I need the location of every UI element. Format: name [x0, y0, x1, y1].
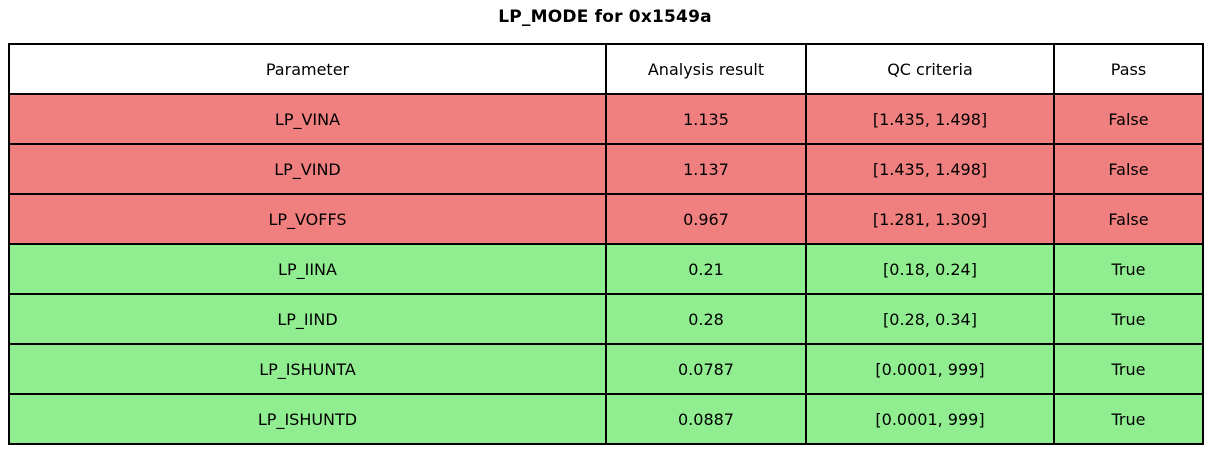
result-cell: 1.135 — [605, 93, 807, 145]
pass-cell: True — [1053, 293, 1204, 345]
page-title: LP_MODE for 0x1549a — [498, 7, 712, 27]
table-header: Parameter Analysis result QC criteria Pa… — [8, 43, 1204, 95]
result-cell: 0.0787 — [605, 343, 807, 395]
result-cell: 0.967 — [605, 193, 807, 245]
pass-cell: True — [1053, 393, 1204, 445]
criteria-cell: [0.0001, 999] — [805, 343, 1055, 395]
param-cell: LP_ISHUNTD — [8, 393, 607, 445]
column-header-parameter: Parameter — [8, 43, 607, 95]
table-row: LP_IIND 0.28 [0.28, 0.34] True — [8, 293, 1204, 345]
param-cell: LP_VOFFS — [8, 193, 607, 245]
result-cell: 1.137 — [605, 143, 807, 195]
table-row: LP_IINA 0.21 [0.18, 0.24] True — [8, 243, 1204, 295]
result-cell: 0.28 — [605, 293, 807, 345]
pass-cell: True — [1053, 243, 1204, 295]
table-row: LP_ISHUNTD 0.0887 [0.0001, 999] True — [8, 393, 1204, 445]
table-row: LP_VIND 1.137 [1.435, 1.498] False — [8, 143, 1204, 195]
criteria-cell: [0.28, 0.34] — [805, 293, 1055, 345]
table-row: LP_ISHUNTA 0.0787 [0.0001, 999] True — [8, 343, 1204, 395]
table-body: LP_VINA 1.135 [1.435, 1.498] False LP_VIND 1.… — [8, 93, 1204, 445]
criteria-cell: [1.435, 1.498] — [805, 143, 1055, 195]
pass-cell: True — [1053, 343, 1204, 395]
qc-results-table: Parameter Analysis result QC criteria Pa… — [8, 43, 1204, 445]
criteria-cell: [0.18, 0.24] — [805, 243, 1055, 295]
param-cell: LP_VIND — [8, 143, 607, 195]
pass-cell: False — [1053, 93, 1204, 145]
column-header-pass: Pass — [1053, 43, 1204, 95]
result-cell: 0.21 — [605, 243, 807, 295]
table-header-row: Parameter Analysis result QC criteria Pa… — [8, 43, 1204, 95]
criteria-cell: [0.0001, 999] — [805, 393, 1055, 445]
pass-cell: False — [1053, 193, 1204, 245]
criteria-cell: [1.435, 1.498] — [805, 93, 1055, 145]
param-cell: LP_IINA — [8, 243, 607, 295]
table-row: LP_VOFFS 0.967 [1.281, 1.309] False — [8, 193, 1204, 245]
param-cell: LP_VINA — [8, 93, 607, 145]
column-header-qc-criteria: QC criteria — [805, 43, 1055, 95]
column-header-analysis-result: Analysis result — [605, 43, 807, 95]
param-cell: LP_ISHUNTA — [8, 343, 607, 395]
result-cell: 0.0887 — [605, 393, 807, 445]
pass-cell: False — [1053, 143, 1204, 195]
table-row: LP_VINA 1.135 [1.435, 1.498] False — [8, 93, 1204, 145]
criteria-cell: [1.281, 1.309] — [805, 193, 1055, 245]
param-cell: LP_IIND — [8, 293, 607, 345]
